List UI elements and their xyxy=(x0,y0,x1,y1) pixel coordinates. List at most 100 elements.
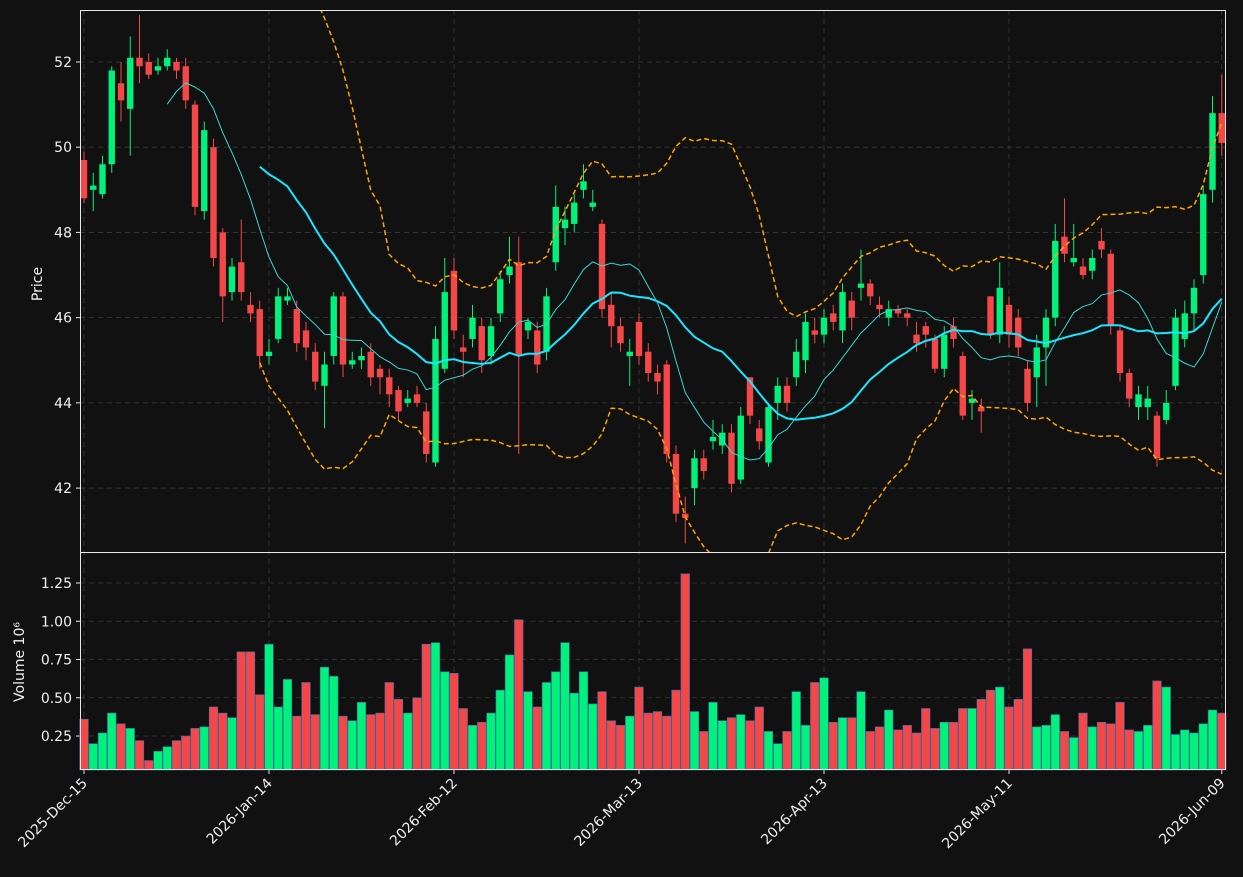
candle-body xyxy=(857,283,865,288)
candle-body xyxy=(330,296,337,356)
candle-body xyxy=(219,232,226,297)
candle-body xyxy=(469,317,476,339)
candle-body xyxy=(1015,317,1022,348)
candle-body xyxy=(127,57,134,109)
candle-body xyxy=(663,364,670,454)
candle-body xyxy=(487,326,495,356)
candle-body xyxy=(1200,194,1207,276)
candle-body xyxy=(265,351,273,356)
candle-body xyxy=(367,351,374,378)
volume-bar xyxy=(292,715,302,771)
volume-bar xyxy=(199,726,209,771)
volume-bar xyxy=(1207,709,1218,771)
volume-bar xyxy=(773,743,783,771)
candle-body xyxy=(811,330,818,335)
candle-body xyxy=(608,304,615,327)
volume-bar xyxy=(652,711,663,771)
candle-body xyxy=(247,304,254,314)
bollinger-band xyxy=(320,10,1223,318)
volume-bar xyxy=(153,751,163,771)
volume-bar xyxy=(615,725,626,771)
volume-bar xyxy=(791,691,801,771)
candle-body xyxy=(506,266,513,276)
candle-body xyxy=(552,206,559,263)
candle-body xyxy=(691,458,698,489)
volume-bar xyxy=(662,715,672,771)
volume-bar xyxy=(689,711,700,771)
volume-bar xyxy=(810,682,820,771)
volume-bar xyxy=(1004,706,1014,771)
volume-bar xyxy=(1032,726,1042,771)
volume-bar xyxy=(356,702,367,771)
volume-bar xyxy=(486,712,496,771)
candle-body xyxy=(1181,313,1188,339)
volume-bar xyxy=(597,691,607,771)
candle-body xyxy=(173,61,180,71)
volume-bar xyxy=(1106,723,1116,771)
volume-bar xyxy=(976,698,986,771)
candle-body xyxy=(145,61,152,75)
candle-body xyxy=(626,351,633,356)
volume-bar xyxy=(310,714,320,771)
volume-bar xyxy=(1115,702,1125,771)
candle-body xyxy=(774,385,781,403)
volume-bar xyxy=(588,703,598,771)
volume-bar xyxy=(1161,686,1171,771)
y-tick-label: 52 xyxy=(54,55,72,71)
volume-bar xyxy=(375,712,385,771)
volume-bar xyxy=(208,706,219,771)
volume-bar xyxy=(745,720,755,771)
y-tick-label: 44 xyxy=(54,396,72,412)
candle-body xyxy=(80,159,88,199)
volume-bar xyxy=(551,671,561,771)
bollinger-band xyxy=(259,362,1223,552)
candle-body xyxy=(386,377,393,395)
candle-body xyxy=(99,164,106,195)
volume-bar xyxy=(181,735,191,771)
candle-body xyxy=(90,185,97,190)
volume-bar xyxy=(1170,734,1181,771)
volume-bar xyxy=(1152,680,1162,771)
candle-body xyxy=(1107,253,1114,327)
candle-body xyxy=(376,368,384,378)
volume-bar xyxy=(837,717,848,771)
candle-body xyxy=(450,270,458,331)
candle-body xyxy=(164,57,171,67)
y-tick-label: 0.75 xyxy=(41,653,72,669)
candle-body xyxy=(1163,402,1170,420)
volume-bar xyxy=(301,682,311,771)
candle-body xyxy=(654,373,661,382)
volume-bar xyxy=(523,691,533,771)
volume-bar xyxy=(440,671,450,771)
candle-body xyxy=(1153,415,1161,459)
volume-frame xyxy=(80,552,1226,770)
candle-body xyxy=(321,364,328,386)
volume-bar xyxy=(1078,712,1088,771)
candle-body xyxy=(756,428,763,442)
candle-body xyxy=(1144,398,1151,408)
volume-bar xyxy=(1217,712,1227,771)
volume-bar xyxy=(116,723,126,771)
volume-bar xyxy=(245,651,256,771)
candle-body xyxy=(1079,266,1087,276)
volume-bar xyxy=(865,731,875,771)
candle-body xyxy=(987,296,994,335)
candle-body xyxy=(672,453,680,514)
candle-body xyxy=(580,181,587,190)
volume-bar xyxy=(384,682,394,771)
candle-body xyxy=(515,262,522,356)
volume-bar xyxy=(1143,725,1153,771)
volume-bar xyxy=(1180,729,1190,771)
volume-bar xyxy=(643,712,653,771)
volume-bar xyxy=(560,642,570,771)
volume-bar xyxy=(134,740,145,771)
volume-bar xyxy=(273,706,283,771)
candle-body xyxy=(876,304,883,310)
candle-body xyxy=(589,202,596,207)
candle-body xyxy=(284,296,291,301)
candle-body xyxy=(524,321,532,331)
y-tick-label: 1.00 xyxy=(41,614,72,630)
volume-bar xyxy=(541,682,552,771)
